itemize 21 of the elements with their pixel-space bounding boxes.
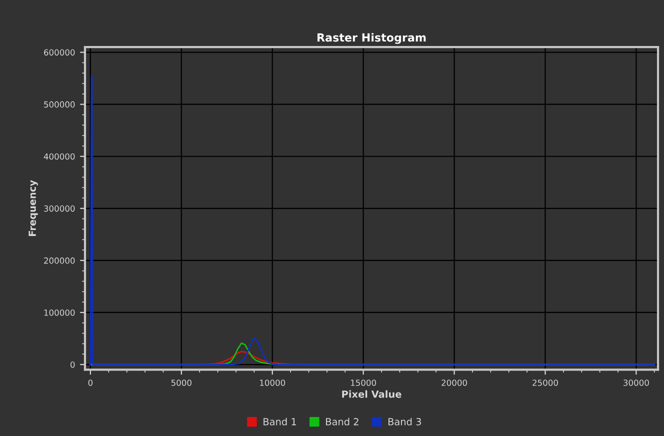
- x-tick-label: 30000: [624, 380, 649, 386]
- y-axis-title: Frequency: [28, 180, 38, 236]
- legend-label: Band 2: [326, 418, 358, 426]
- y-tick-label: 500000: [44, 101, 75, 108]
- x-tick-label: 5000: [171, 380, 192, 386]
- x-tick-label: 25000: [532, 380, 558, 386]
- y-tick-label: 400000: [44, 153, 75, 160]
- line-series: [90, 75, 656, 366]
- x-tick-label: 20000: [442, 380, 467, 386]
- y-tick-label: 300000: [44, 205, 75, 212]
- y-tick-label: 0: [70, 362, 75, 368]
- x-tick-label: 0: [88, 380, 93, 386]
- y-tick-label: 200000: [44, 257, 75, 264]
- legend-label: Band 1: [264, 418, 296, 426]
- x-tick-label: 15000: [350, 380, 376, 386]
- legend-label: Band 3: [388, 418, 421, 426]
- y-tick-label: 600000: [44, 49, 75, 56]
- x-tick-label: 10000: [260, 380, 286, 386]
- chart-title: Raster Histogram: [318, 33, 426, 44]
- x-axis-title: Pixel Value: [342, 390, 402, 398]
- y-tick-label: 100000: [44, 309, 75, 316]
